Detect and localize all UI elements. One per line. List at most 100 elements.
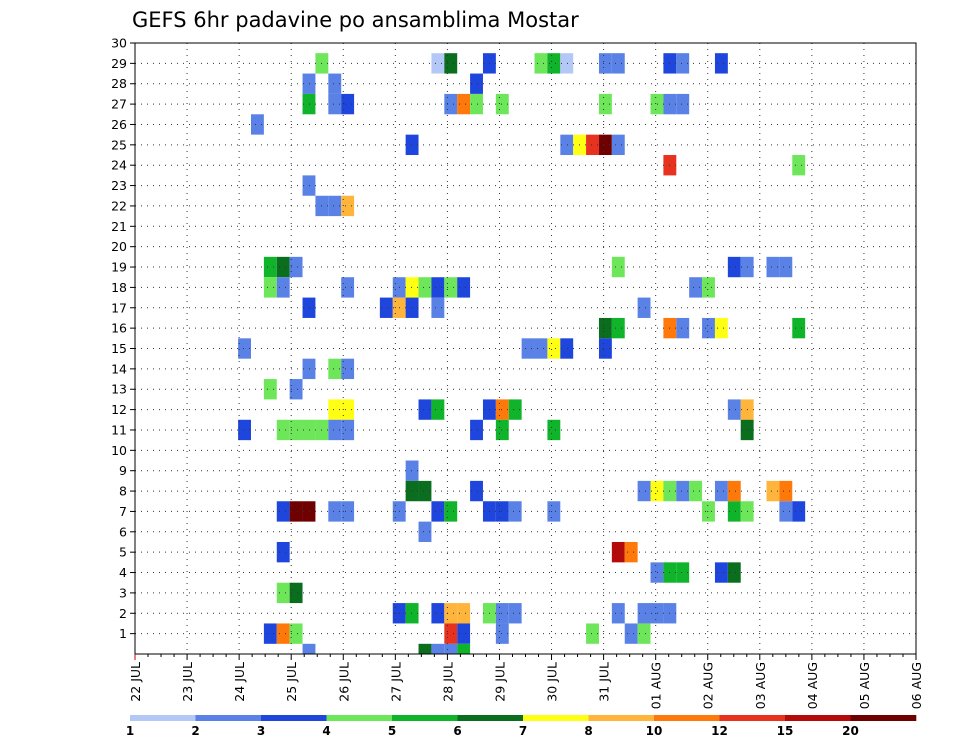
heatmap-cell (302, 358, 316, 380)
heatmap-cell (302, 297, 316, 318)
colorbar-segment (719, 715, 786, 721)
heatmap-cell (702, 501, 715, 522)
heatmap-cell (418, 399, 432, 420)
heatmap-cell (328, 195, 342, 217)
x-tick-label: 25 JUL (284, 662, 299, 702)
heatmap-cell (470, 93, 483, 115)
heatmap-cell (302, 419, 316, 441)
heatmap-cell (457, 643, 471, 654)
heatmap-cell (495, 419, 509, 441)
colorbar-label: 8 (584, 724, 592, 738)
heatmap-cell (302, 501, 316, 522)
y-tick-label: 6 (119, 524, 127, 539)
y-tick-label: 21 (111, 219, 127, 234)
heatmap-cell (431, 399, 445, 420)
heatmap-cell (276, 277, 290, 298)
colorbar-segment (392, 715, 458, 721)
colorbar-label: 1 (126, 724, 134, 738)
x-tick-label: 31 JUL (597, 662, 612, 702)
heatmap-cell (495, 399, 509, 420)
heatmap-cell (444, 501, 458, 522)
heatmap-cell (457, 277, 471, 298)
heatmap-cell (650, 480, 664, 502)
heatmap-cell (586, 134, 599, 156)
heatmap-cell (547, 338, 561, 359)
heatmap-cell (405, 277, 419, 298)
heatmap-cell (238, 419, 251, 441)
x-tick-label: 23 JUL (180, 662, 195, 702)
heatmap-cell (276, 419, 290, 441)
y-tick-label: 14 (111, 361, 127, 376)
heatmap-cell (276, 501, 290, 522)
x-tick-label: 22 JUL (128, 662, 143, 702)
y-tick-label: 16 (111, 321, 127, 336)
heatmap-cell (534, 338, 548, 359)
heatmap-cell (508, 501, 522, 522)
heatmap-cell (547, 501, 561, 522)
colorbar-segment (850, 715, 917, 721)
heatmap-cell (444, 603, 458, 624)
grid-lines (135, 42, 916, 654)
heatmap-cell (521, 338, 535, 359)
y-tick-label: 28 (111, 76, 127, 91)
heatmap-cell (727, 399, 741, 420)
heatmap-cell (495, 93, 509, 115)
heatmap-cell (418, 480, 432, 502)
heatmap-cell (302, 643, 316, 654)
heatmap-cell (289, 256, 303, 278)
x-tick-label: 02 AUG (701, 662, 716, 709)
heatmap-cell (289, 582, 303, 604)
heatmap-cell (650, 93, 664, 115)
heatmap-cell (547, 53, 561, 74)
colorbar-label: 3 (257, 724, 265, 738)
heatmap-cell (418, 521, 432, 542)
heatmap-cell (341, 277, 355, 298)
heatmap-cell (276, 623, 290, 644)
heatmap-cell (444, 623, 458, 644)
heatmap-cell (431, 643, 445, 654)
y-tick-label: 9 (119, 463, 127, 478)
heatmap-cell (727, 562, 741, 583)
heatmap-cell (431, 603, 445, 624)
heatmap-cell (534, 53, 548, 74)
heatmap-cell (611, 256, 625, 278)
heatmap-cell (689, 277, 703, 298)
x-tick-label: 05 AUG (857, 662, 872, 709)
colorbar-segment (326, 715, 393, 721)
x-tick-label: 28 JUL (440, 662, 455, 702)
heatmap-cell (457, 93, 471, 115)
x-tick-label: 06 AUG (909, 662, 924, 709)
heatmap-cell (637, 297, 651, 318)
y-tick-label: 5 (119, 545, 127, 560)
heatmap-cell (727, 256, 741, 278)
y-tick-label: 7 (119, 504, 127, 519)
heatmap-cell (250, 114, 264, 135)
heatmap-cell (405, 603, 419, 624)
heatmap-cell (341, 501, 355, 522)
colorbar-label: 10 (646, 724, 663, 738)
heatmap-cell (637, 603, 651, 624)
x-tick-label: 04 AUG (805, 662, 820, 709)
heatmap-cell (379, 297, 393, 318)
heatmap-cell (611, 317, 625, 339)
heatmap-cell (302, 93, 316, 115)
y-axis: 1234567891011121314151617181920212223242… (111, 36, 135, 641)
colorbar-label: 5 (388, 724, 396, 738)
heatmap-cell (611, 603, 625, 624)
x-tick-label: 24 JUL (232, 662, 247, 702)
y-tick-label: 25 (111, 137, 127, 152)
y-tick-label: 26 (111, 117, 127, 132)
y-tick-label: 10 (111, 443, 127, 458)
heatmap-cells (238, 53, 806, 654)
y-tick-label: 8 (119, 484, 127, 499)
y-tick-label: 27 (111, 97, 127, 112)
y-tick-label: 18 (111, 280, 127, 295)
heatmap-cell (792, 317, 806, 339)
heatmap-cell (560, 134, 574, 156)
y-tick-label: 23 (111, 178, 127, 193)
heatmap-cell (598, 53, 612, 74)
heatmap-cell (624, 541, 638, 563)
x-tick-label: 26 JUL (336, 662, 351, 702)
heatmap-cell (779, 501, 793, 522)
y-tick-label: 22 (111, 198, 127, 213)
